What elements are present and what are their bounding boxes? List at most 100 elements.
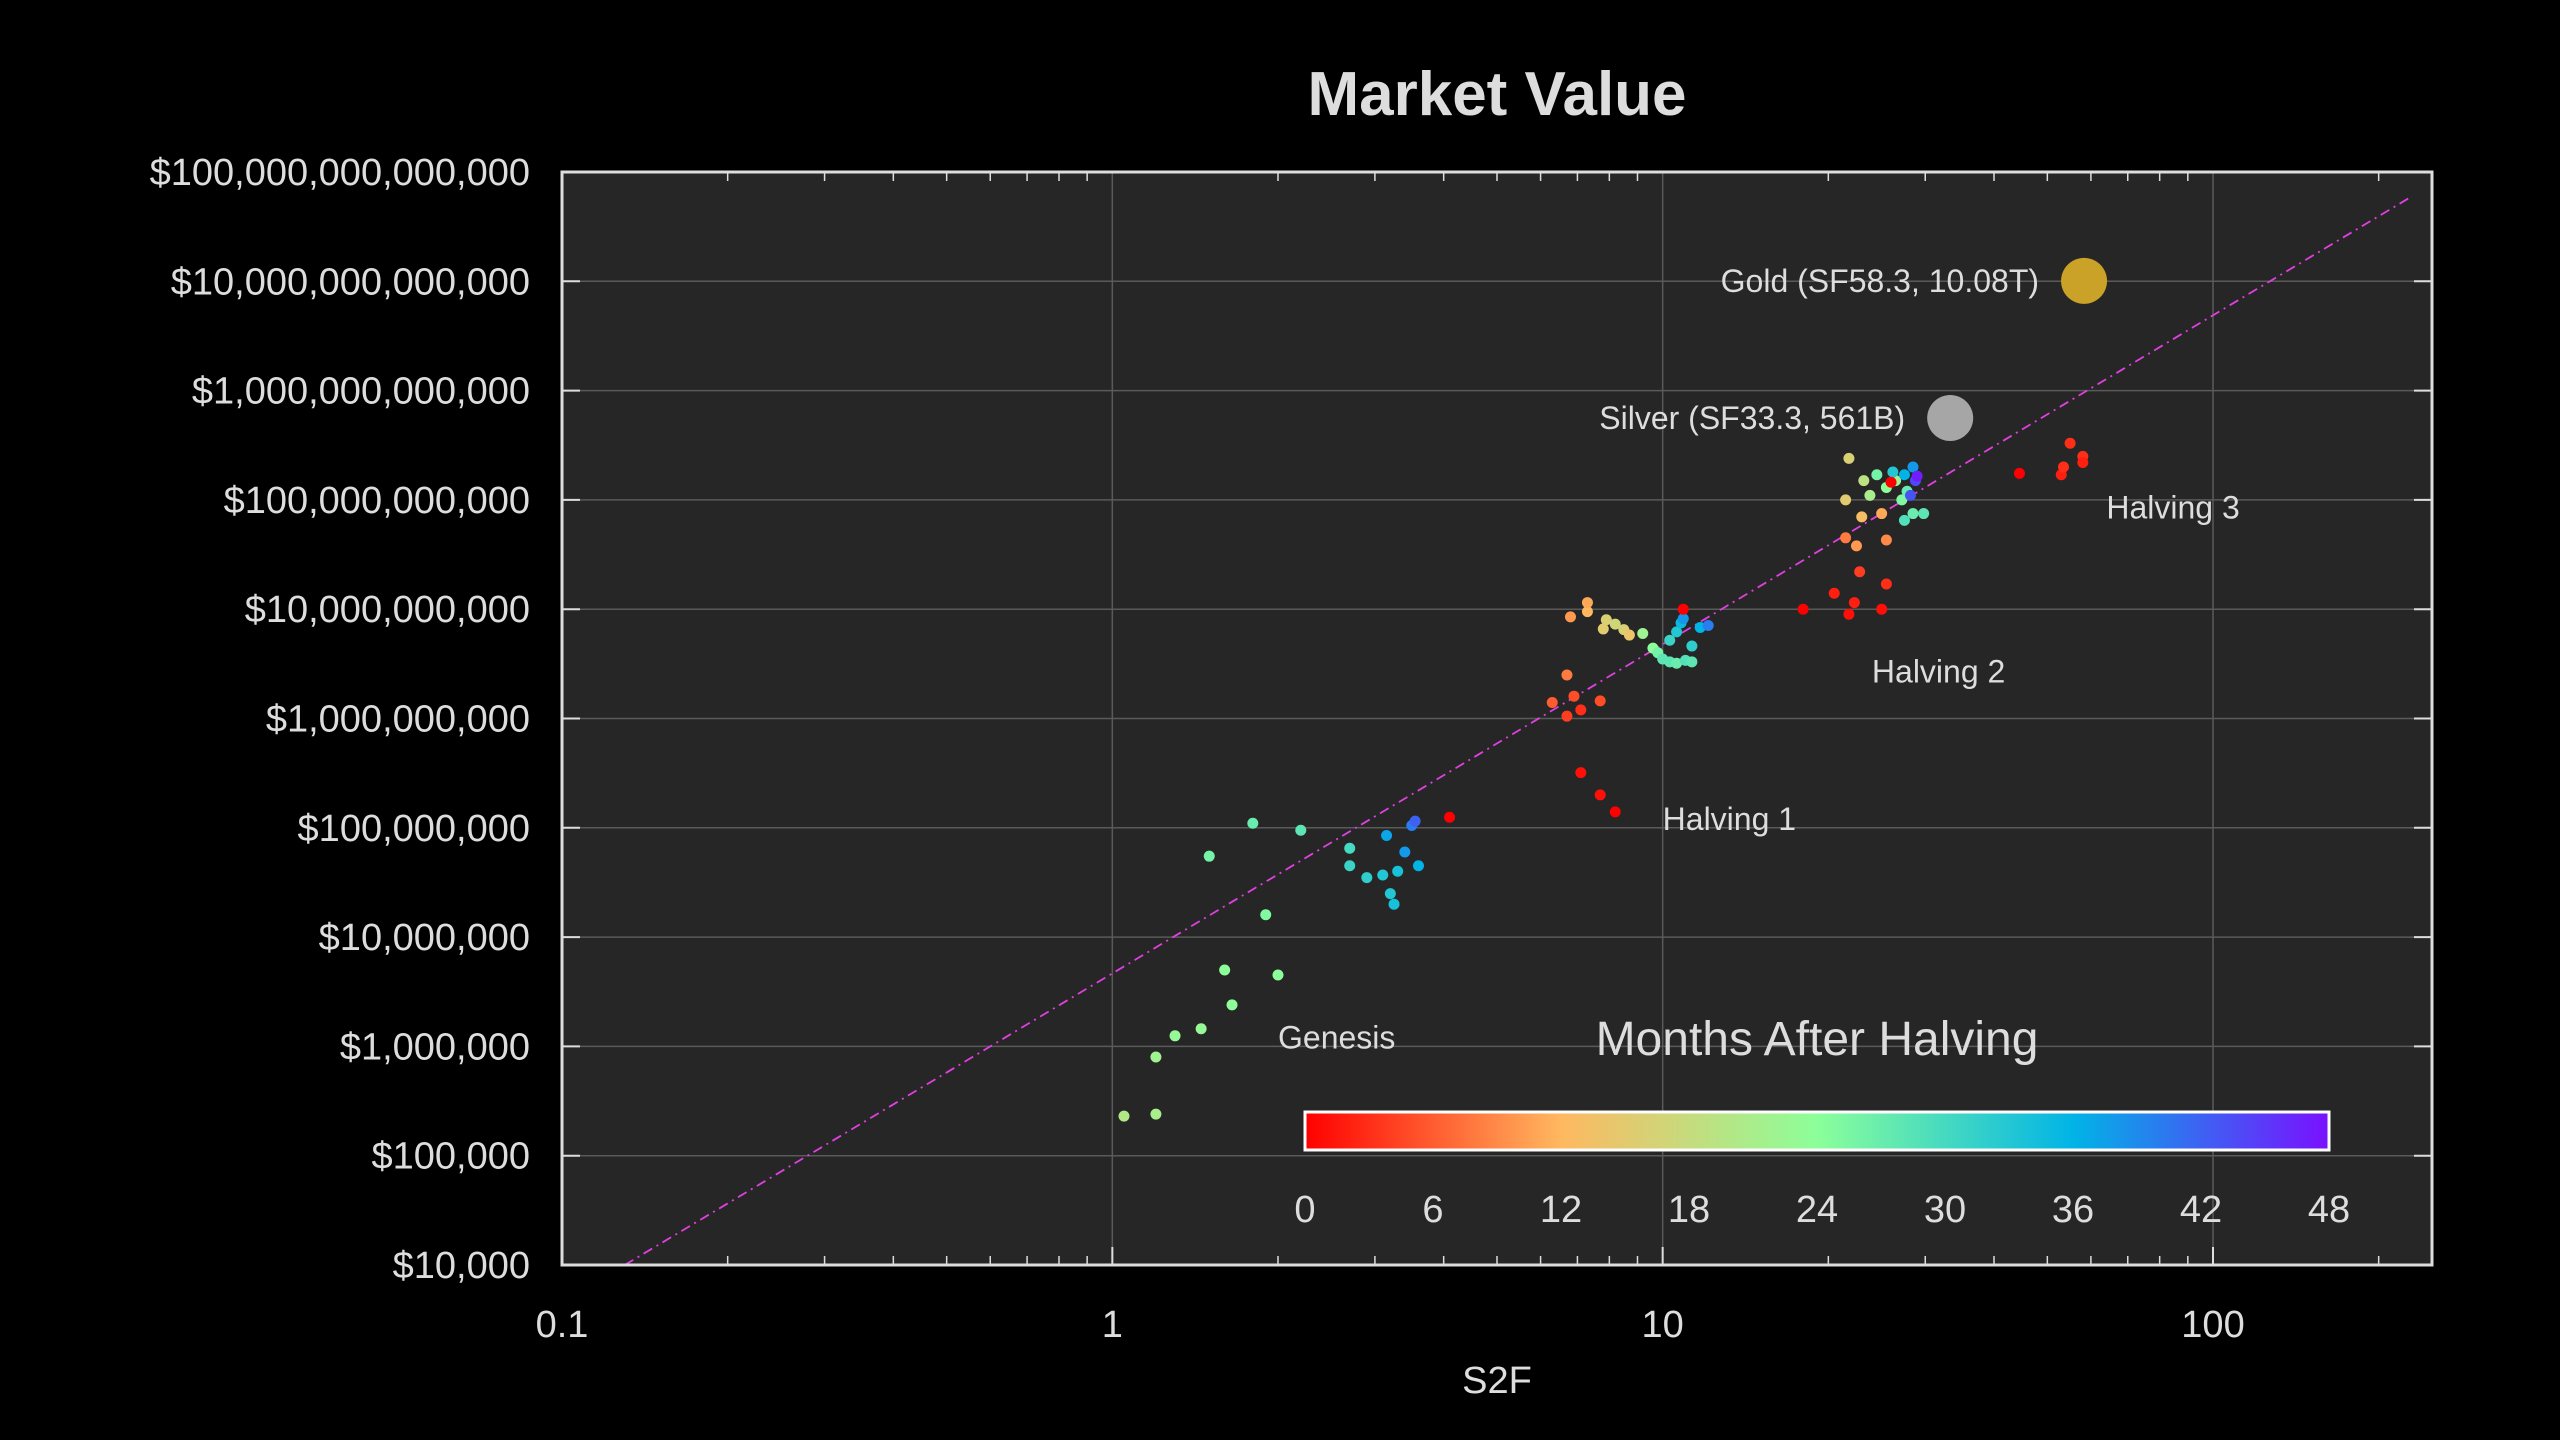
- data-point: [1388, 898, 1400, 910]
- annotation-label: Halving 1: [1663, 801, 1796, 837]
- data-point: [1575, 767, 1587, 779]
- x-tick-labels: 0.1 1 10 100: [536, 1304, 2245, 1346]
- data-point: [2064, 437, 2076, 449]
- data-point: [1561, 710, 1573, 722]
- data-point: [1564, 611, 1576, 623]
- data-point: [1702, 619, 1714, 631]
- data-point: [1344, 860, 1356, 872]
- data-point: [1260, 909, 1272, 921]
- data-point: [1412, 860, 1424, 872]
- data-point: [1561, 669, 1573, 681]
- data-point: [1546, 697, 1558, 709]
- data-point: [2077, 456, 2089, 468]
- data-point: [1392, 865, 1404, 877]
- y-tick-label: $10,000,000,000,000: [171, 261, 530, 303]
- data-point: [1840, 532, 1852, 544]
- data-point: [1843, 452, 1855, 464]
- data-point: [1169, 1030, 1181, 1042]
- data-point: [1850, 540, 1862, 552]
- data-point: [1409, 815, 1421, 827]
- colorbar-tick-label: 0: [1294, 1189, 1315, 1231]
- data-point: [1871, 469, 1883, 481]
- data-point: [2013, 467, 2025, 479]
- highlight-label: Silver (SF33.3, 561B): [1599, 400, 1905, 436]
- data-point: [1344, 842, 1356, 854]
- trend-line: [624, 195, 2413, 1265]
- data-point: [1828, 587, 1840, 599]
- data-point: [1247, 817, 1259, 829]
- data-point: [1843, 608, 1855, 620]
- colorbar-tick-label: 30: [1924, 1189, 1966, 1231]
- data-point: [1203, 850, 1215, 862]
- data-point: [1581, 606, 1593, 618]
- data-point: [1911, 470, 1923, 482]
- annotation-label: Halving 3: [2106, 490, 2239, 526]
- y-tick-label: $100,000,000: [298, 808, 530, 850]
- data-point: [1686, 656, 1698, 668]
- data-point: [1226, 999, 1238, 1011]
- y-tick-label: $1,000,000: [340, 1026, 530, 1068]
- colorbar-tick-label: 42: [2180, 1189, 2222, 1231]
- data-point: [1898, 514, 1910, 526]
- data-point: [1907, 508, 1919, 520]
- plot-frame: [560, 170, 2434, 1267]
- data-point: [1295, 824, 1307, 836]
- data-point: [1880, 534, 1892, 546]
- data-point: [1876, 508, 1888, 520]
- data-point: [1885, 476, 1897, 488]
- colorbar-tick-label: 18: [1668, 1189, 1710, 1231]
- x-tick-label: 0.1: [536, 1304, 589, 1346]
- data-point: [1361, 872, 1373, 884]
- data-point: [1568, 690, 1580, 702]
- data-point: [1581, 597, 1593, 609]
- y-tick-label: $1,000,000,000,000: [192, 371, 530, 413]
- colorbar-tick-label: 36: [2052, 1189, 2094, 1231]
- data-point: [1623, 629, 1635, 641]
- highlight-label: Gold (SF58.3, 10.08T): [1721, 263, 2039, 299]
- data-point: [1609, 618, 1621, 630]
- data-point: [1272, 969, 1284, 981]
- data-point: [1399, 846, 1411, 858]
- data-point: [1384, 888, 1396, 900]
- data-point: [1195, 1023, 1207, 1035]
- x-tick-label: 1: [1102, 1304, 1123, 1346]
- data-point: [1848, 597, 1860, 609]
- x-axis-label: S2F: [1462, 1360, 1532, 1402]
- data-point: [1600, 614, 1612, 626]
- y-tick-label: $100,000,000,000: [224, 480, 530, 522]
- data-point: [1896, 494, 1908, 506]
- y-tick-label: $1,000,000,000: [266, 699, 530, 741]
- data-point: [1904, 489, 1916, 501]
- colorbar-tick-label: 24: [1796, 1189, 1838, 1231]
- data-point: [1381, 830, 1393, 842]
- data-point: [1219, 964, 1231, 976]
- data-point: [1575, 704, 1587, 716]
- data-points: [1118, 437, 2089, 1122]
- highlight-point: [2061, 257, 2108, 304]
- y-tick-label: $10,000: [393, 1245, 530, 1287]
- annotations: Genesis Halving 1 Halving 2 Halving 3: [1278, 490, 2240, 1056]
- data-point: [1594, 695, 1606, 707]
- annotation-label: Halving 2: [1872, 653, 2005, 689]
- data-point: [1444, 811, 1456, 823]
- data-point: [1880, 578, 1892, 590]
- highlight-point: [1927, 395, 1974, 442]
- data-point: [1918, 508, 1930, 520]
- y-tick-label: $10,000,000: [319, 917, 530, 959]
- data-point: [1797, 603, 1809, 615]
- data-point: [1858, 475, 1870, 487]
- chart-title: Market Value: [1307, 60, 1686, 129]
- data-point: [1876, 603, 1888, 615]
- colorbar-tick-label: 12: [1540, 1189, 1582, 1231]
- x-tick-label: 10: [1642, 1304, 1684, 1346]
- colorbar-gradient: [1303, 1110, 2331, 1152]
- data-point: [1854, 566, 1866, 578]
- data-point: [1677, 613, 1689, 625]
- y-tick-label: $10,000,000,000: [245, 589, 530, 631]
- data-point: [1840, 494, 1852, 506]
- y-tick-label: $100,000: [372, 1136, 531, 1178]
- data-point: [1118, 1110, 1130, 1122]
- data-point: [1150, 1108, 1162, 1120]
- x-tick-label: 100: [2181, 1304, 2244, 1346]
- data-point: [1594, 789, 1606, 801]
